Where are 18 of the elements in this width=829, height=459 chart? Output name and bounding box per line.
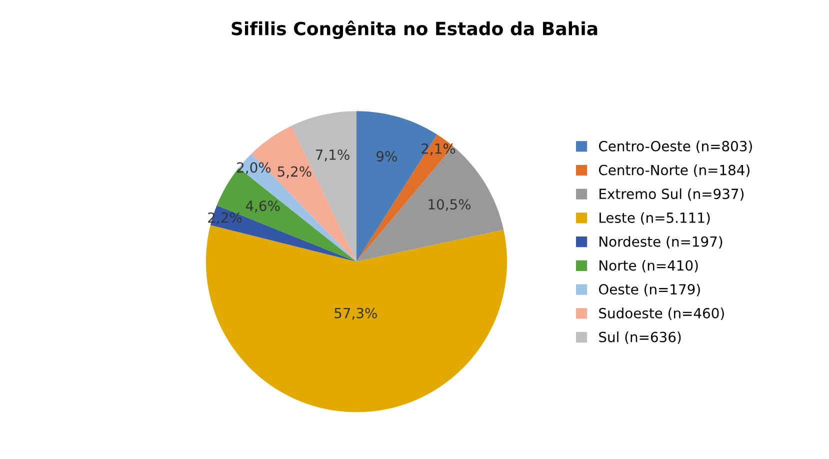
legend-label: Oeste (n=179) (598, 284, 700, 296)
data-label: 4,6% (246, 200, 280, 212)
legend-label: Leste (n=5.111) (600, 212, 710, 225)
data-label: 7,1% (316, 149, 350, 162)
legend-label: Centro-Oeste (n=803) (598, 140, 752, 154)
data-label: 10,5% (428, 199, 471, 212)
legend-label: Sul (n=636) (599, 332, 681, 344)
data-label: 57,3% (334, 308, 377, 320)
legend-label: Nordeste (n=197) (600, 236, 722, 248)
legend-label: Norte (n=410) (600, 260, 698, 272)
data-label: 5,2% (278, 166, 312, 178)
chart-title: Sifilis Congênita no Estado da Bahia (232, 20, 598, 39)
legend-label: Sudoeste (n=460) (599, 308, 724, 320)
legend-label: Centro-Norte (n=184) (598, 164, 750, 177)
pie-slice (206, 225, 508, 412)
data-label: 2,0% (237, 162, 271, 174)
legend-label: Extremo Sul (n=937) (600, 188, 744, 201)
data-label: 9% (376, 151, 397, 162)
